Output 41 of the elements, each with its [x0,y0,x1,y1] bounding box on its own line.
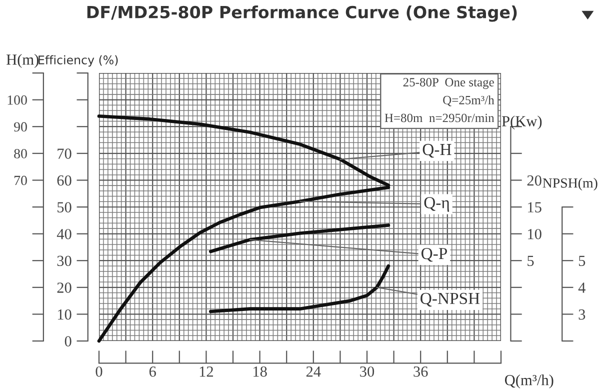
chart-title: DF/MD25-80P Performance Curve (One Stage) [87,6,517,22]
x-axis-title: Q(m³/h) [504,374,554,388]
annotation: Q=25m³/h [443,96,494,106]
y-tick-label: 40 [56,228,72,240]
x-tick-label: 0 [96,366,102,377]
y2-tick-label: 100 [8,95,27,105]
y-tick-label: 70 [58,148,72,159]
y-tick-label: 30 [57,256,72,266]
line-series [208,264,390,314]
x-tick-label: 12 [200,366,213,377]
y2-tick-label: 90 [14,122,27,132]
y-tick-label: 4 [578,282,586,293]
line-series [208,224,390,254]
text: Q-NPSH [420,292,480,307]
text: Q-H [422,144,452,158]
y3-tick-label: 15 [528,202,542,212]
x-tick-label: 30 [360,366,374,377]
y2-axis-title: H(m) [6,54,38,68]
annotation: H=80m n=2950r/min [384,114,494,122]
y-axis-title: Efficiency (%) [38,55,118,67]
y-tick-label: 60 [57,175,72,186]
x-tick-label: 18 [254,366,267,377]
y3-axis-title: P(Kw) [502,116,542,130]
y-tick-label: 20 [57,282,72,293]
y-tick-label: 10 [58,309,72,320]
x-tick-label: 36 [414,366,428,377]
y-tick-label: 0 [64,336,72,346]
y-axis-title: NPSH(m) [542,178,598,191]
y3-tick-label: 20 [527,175,542,186]
text: Q-P [421,248,447,262]
y2-tick-label: 70 [14,176,27,186]
y-tick-label: 50 [58,202,72,212]
y2-tick-label: 80 [14,148,27,158]
y3-tick-label: 10 [528,228,542,240]
y3-tick-label: 5 [528,256,534,266]
text: Q-η [424,197,450,212]
annotation: 25-80P One stage [403,78,494,90]
y-tick-label: 3 [578,309,586,320]
y-tick-label: 5 [578,256,586,266]
x-tick-label: 6 [149,366,156,377]
x-tick-label: 24 [306,366,321,377]
